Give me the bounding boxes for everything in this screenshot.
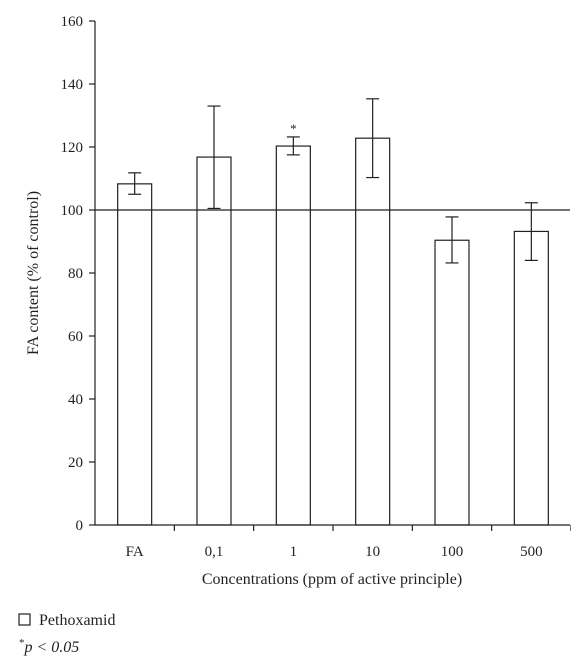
legend-swatch-pethoxamid xyxy=(18,613,31,626)
bar-4 xyxy=(434,239,470,526)
x-axis-ticks: FA 0,1 1 10 100 500 xyxy=(126,525,571,560)
x-tick-label-3: 10 xyxy=(365,544,380,560)
bar-3 xyxy=(355,137,391,526)
y-axis-ticks: 0 20 40 60 80 100 120 140 160 xyxy=(61,14,95,534)
legend: Pethoxamid *p < 0.05 xyxy=(18,612,115,656)
legend-label-pethoxamid: Pethoxamid xyxy=(39,612,115,629)
x-axis-title: Concentrations (ppm of active principle) xyxy=(202,571,462,588)
x-tick-label-2: 1 xyxy=(290,544,298,560)
y-tick-label-60: 60 xyxy=(68,329,83,345)
y-tick-label-80: 80 xyxy=(68,266,83,282)
y-tick-label-0: 0 xyxy=(76,518,84,534)
y-tick-label-140: 140 xyxy=(61,77,84,93)
y-tick-label-40: 40 xyxy=(68,392,83,408)
x-tick-label-1: 0,1 xyxy=(205,544,224,560)
significance-star-2: * xyxy=(290,121,297,136)
bar-1 xyxy=(196,156,232,526)
x-tick-label-5: 500 xyxy=(520,544,543,560)
bar-5 xyxy=(513,230,549,526)
bars-group xyxy=(117,137,549,526)
bar-2 xyxy=(275,145,311,526)
significance-markers: * xyxy=(290,121,297,136)
y-tick-label-120: 120 xyxy=(61,140,84,156)
error-bars-group xyxy=(128,98,538,264)
bar-0 xyxy=(117,183,153,526)
y-axis-title: FA content (% of control) xyxy=(25,191,42,355)
y-tick-label-100: 100 xyxy=(61,203,84,219)
legend-note-text: p < 0.05 xyxy=(24,639,80,656)
legend-note-star: * xyxy=(19,637,25,649)
legend-note: *p < 0.05 xyxy=(19,637,79,656)
x-tick-label-4: 100 xyxy=(441,544,464,560)
y-tick-label-20: 20 xyxy=(68,455,83,471)
y-tick-label-160: 160 xyxy=(61,14,84,30)
x-tick-label-0: FA xyxy=(126,544,144,560)
